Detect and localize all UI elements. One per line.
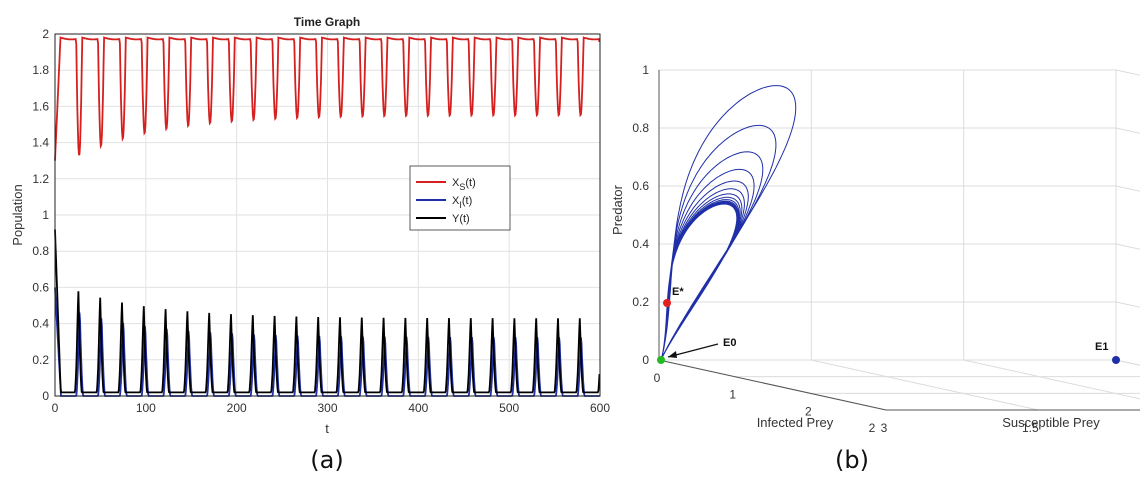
x-axis-3d [658, 359, 887, 411]
caption-a: (a) [310, 446, 343, 474]
floor-grid-line [1115, 359, 1140, 366]
wall-grid-line [1115, 69, 1140, 76]
z-tick-label: 0.2 [632, 295, 649, 309]
y-axis-label-3d: Susceptible Prey [1002, 415, 1100, 430]
z-axis-label-3d: Predator [610, 184, 625, 235]
equilibrium-label: E* [672, 286, 684, 298]
series-line-1 [54, 36, 601, 161]
wall-grid-line [1115, 185, 1140, 192]
trajectory [660, 85, 797, 361]
z-tick-label: 0.6 [632, 179, 649, 193]
x-tick-label-3d: 2 [805, 404, 812, 418]
wall-grid-line [1115, 301, 1140, 308]
x-tick-label: 400 [408, 401, 428, 415]
x-tick-label-3d: 1 [729, 388, 736, 402]
wall-grid-line [1115, 359, 1140, 366]
z-tick-label: 0.8 [632, 121, 649, 135]
time-graph-panel: Time Graph 0 100 200 300 400 500 600 0 0.2 0.4 0.… [10, 15, 610, 474]
z-tick-label: 0.4 [632, 237, 649, 251]
series-line-3 [54, 229, 601, 394]
x-tick-labels: 0 100 200 300 400 500 600 [52, 401, 611, 415]
equilibrium-e1 [1112, 356, 1120, 364]
equilibrium-points: E* E0 E1 [657, 286, 1120, 364]
floor-grid-line [811, 359, 1039, 411]
z-tick-label: 0 [642, 353, 649, 367]
x-tick-label: 500 [499, 401, 519, 415]
legend-label: Y(t) [452, 213, 470, 225]
y-tick-label-3d: 2 [869, 421, 876, 435]
grid [55, 34, 600, 396]
y-tick-label: 0.8 [32, 244, 49, 258]
y-tick-label: 1.4 [32, 136, 49, 150]
z-tick-label: 1 [642, 63, 649, 77]
x-axis-label-3d: Infected Prey [757, 415, 834, 430]
equilibrium-e0 [657, 356, 665, 364]
x-tick-label: 100 [136, 401, 156, 415]
legend-label: XI(t) [452, 195, 472, 210]
x-tick-label: 0 [52, 401, 59, 415]
x-tick-label: 300 [317, 401, 337, 415]
chart-title: Time Graph [294, 15, 360, 29]
wall-grid-line [1115, 127, 1140, 134]
equilibrium-label: E1 [1095, 341, 1108, 353]
y-tick-labels: 0 0.2 0.4 0.6 0.8 1 1.2 1.4 1.6 1.8 2 [32, 27, 49, 403]
wall-grid-line [1115, 243, 1140, 250]
x-axis-label: t [325, 421, 329, 436]
y-tick-label: 0 [42, 389, 49, 403]
caption-b: (b) [835, 446, 869, 474]
y-tick-label: 2 [42, 27, 49, 41]
y-tick-label: 0.6 [32, 280, 49, 294]
y-tick-label: 0.4 [32, 317, 49, 331]
y-tick-label: 0.2 [32, 353, 49, 367]
floor-grid-line [963, 359, 1140, 400]
x-tick-label: 200 [227, 401, 247, 415]
e0-arrowhead [668, 351, 677, 358]
equilibrium-label: E0 [723, 337, 736, 349]
y-tick-label: 1 [42, 208, 49, 222]
legend-label: XS(t) [452, 177, 476, 192]
y-tick-label: 1.2 [32, 172, 49, 186]
grid-3d [658, 69, 1140, 411]
legend: XS(t) XI(t) Y(t) [409, 165, 511, 231]
y-tick-label: 1.8 [32, 63, 49, 77]
x-tick-label-3d: 3 [881, 421, 888, 435]
x-tick-label-3d: 0 [654, 371, 661, 385]
y-tick-label: 1.6 [32, 99, 49, 113]
trajectory-path [660, 85, 797, 361]
plot-frame [54, 33, 601, 397]
legend-box [409, 165, 511, 231]
x-tick-label: 600 [590, 401, 610, 415]
y-tick-label-3d: 1.5 [1022, 421, 1039, 435]
equilibrium-e-star [663, 299, 671, 307]
y-axis-label: Population [10, 184, 25, 245]
